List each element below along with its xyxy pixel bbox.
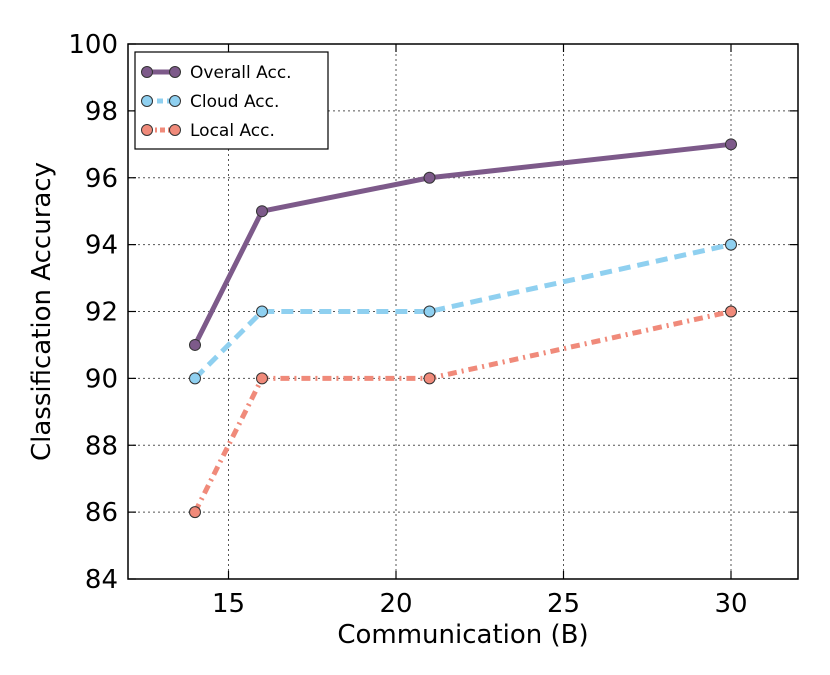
data-point: [189, 506, 201, 519]
series-line: [192, 309, 732, 514]
data-point: [423, 305, 436, 318]
y-tick-label: 100: [68, 30, 118, 60]
legend: Overall Acc. Cloud Acc. Local Acc.: [134, 51, 329, 150]
legend-label: Cloud Acc.: [190, 92, 279, 112]
data-point: [725, 238, 737, 251]
series-cloud-acc: [189, 238, 737, 385]
y-tick-label: 84: [85, 565, 118, 595]
y-tick-label: 88: [85, 431, 118, 461]
y-tick-label: 94: [85, 231, 118, 261]
legend-marker: [141, 124, 153, 136]
x-tick-label: 25: [547, 589, 580, 619]
x-tick-label: 20: [379, 589, 412, 619]
series-local-acc: [189, 305, 737, 519]
legend-marker: [169, 124, 181, 136]
data-point: [256, 205, 268, 218]
y-axis-label: Classification Accuracy: [27, 162, 57, 461]
data-point: [256, 305, 268, 318]
x-tick-label: 30: [714, 589, 747, 619]
series-line: [192, 141, 732, 347]
data-point: [189, 372, 201, 385]
data-point: [189, 338, 201, 351]
data-point: [725, 305, 737, 318]
y-tick-label: 98: [85, 97, 118, 127]
x-tick-label: 15: [212, 589, 245, 619]
x-axis-label: Communication (B): [337, 620, 588, 650]
legend-marker: [169, 66, 181, 78]
y-tick-label: 90: [85, 364, 118, 394]
series-layer: [189, 138, 737, 519]
legend-label: Local Acc.: [190, 121, 275, 141]
legend-marker: [141, 95, 153, 107]
legend-box: [134, 51, 329, 150]
y-tick-label: 96: [85, 164, 118, 194]
series-line: [193, 242, 732, 381]
y-tick-label: 86: [85, 498, 118, 528]
data-point: [256, 372, 268, 385]
y-tick-label: 92: [85, 298, 118, 328]
ticks: 15 20 25 30 84 86 88 90 92 94 96 98 100: [68, 30, 798, 619]
legend-label: Overall Acc.: [190, 63, 292, 83]
legend-marker: [169, 95, 181, 107]
data-point: [725, 138, 737, 151]
data-point: [423, 372, 436, 385]
legend-marker: [141, 66, 153, 78]
series-overall-acc: [189, 138, 737, 351]
data-point: [423, 171, 436, 184]
